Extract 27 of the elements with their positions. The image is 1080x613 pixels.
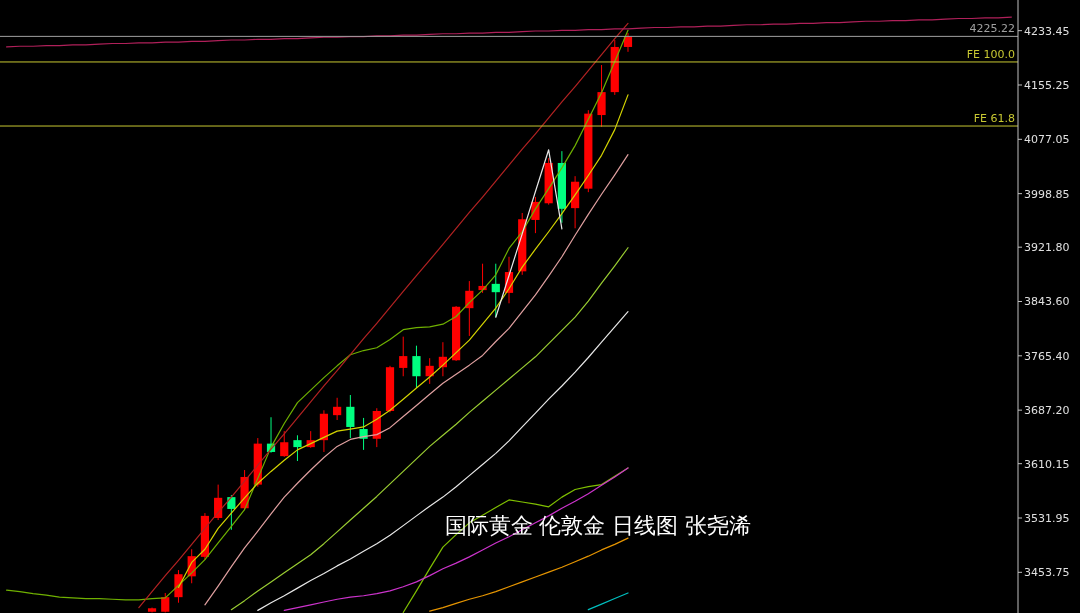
y-tick-label: 4077.05 (1024, 133, 1070, 147)
y-tick-label: 3453.75 (1024, 566, 1070, 580)
candlestick (280, 430, 289, 458)
y-tick-label: 3687.20 (1024, 404, 1070, 418)
line-series (587, 592, 629, 611)
candlestick (359, 417, 368, 451)
line-series (495, 149, 563, 318)
y-tick-label: 3998.85 (1024, 187, 1070, 201)
candlestick (346, 394, 355, 439)
candlestick (491, 263, 500, 318)
y-tick-label: 3531.95 (1024, 512, 1070, 525)
y-tick-label: 3921.80 (1024, 241, 1070, 255)
line-series (429, 537, 629, 612)
candlestick (412, 345, 421, 389)
line-series (6, 16, 1012, 48)
y-tick-label: 4233.45 (1024, 24, 1070, 38)
ref-line-label: FE 100.0 (966, 47, 1015, 61)
y-tick-label: 3843.60 (1024, 295, 1070, 309)
candlestick (333, 397, 342, 421)
ref-line-label: 4225.22 (969, 22, 1015, 36)
candlestick (399, 336, 408, 377)
candlestick (293, 434, 302, 462)
y-tick-label: 3765.40 (1024, 349, 1070, 363)
ref-line-label: FE 61.8 (973, 112, 1015, 126)
candlestick (597, 64, 606, 128)
y-tick-label: 3610.15 (1024, 457, 1070, 471)
y-tick-label: 4155.25 (1024, 79, 1070, 92)
